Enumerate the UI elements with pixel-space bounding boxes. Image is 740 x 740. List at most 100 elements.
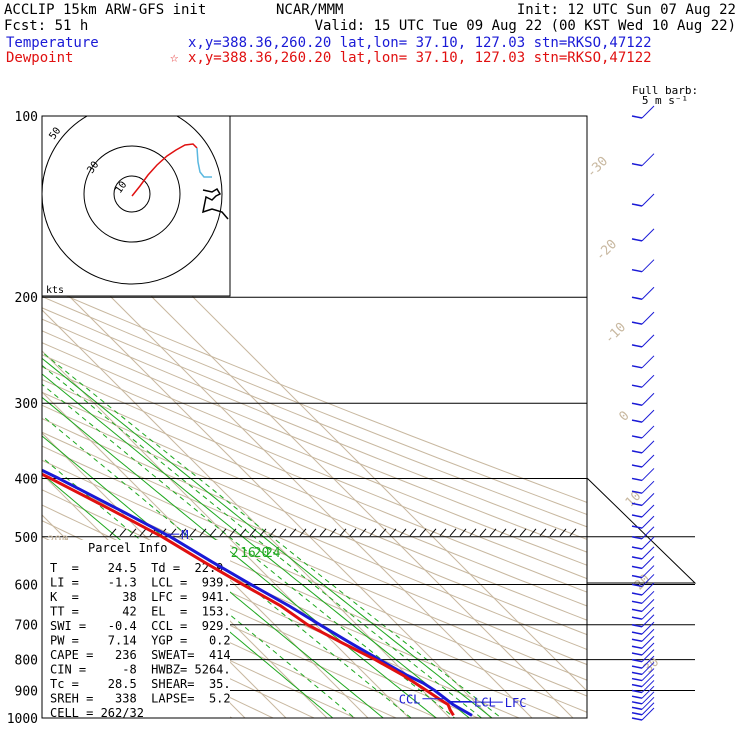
hatch-mark	[259, 528, 267, 537]
pressure-tick-labels: 100 200 300 400 500 600 700 800 900 1000	[7, 110, 38, 727]
wind-barb	[631, 717, 643, 721]
parcel-info-row: CELL = 262/32	[50, 706, 144, 720]
wind-barb	[631, 608, 643, 613]
wind-barb	[631, 583, 643, 588]
wind-barb	[631, 574, 643, 579]
hatch-mark	[179, 528, 187, 537]
init-time: Init: 12 UTC Sun 07 Aug 22	[517, 2, 736, 18]
parcel-info-row: CIN = -8 HWBZ= 5264.	[50, 663, 231, 677]
wind-barb	[631, 600, 643, 605]
hatch-mark	[439, 528, 447, 537]
hatch-mark	[209, 528, 217, 537]
isotherm-tick-label: 0	[616, 408, 632, 424]
wind-barb	[631, 514, 643, 518]
wind-barb	[631, 502, 643, 507]
dry-adiabat-line	[42, 459, 587, 697]
pressure-tick-label: 600	[15, 578, 38, 593]
hatch-mark	[249, 528, 257, 537]
hatch-mark	[519, 528, 527, 537]
pressure-tick-label: 200	[15, 291, 38, 306]
dry-adiabat-line	[42, 404, 587, 636]
wind-barb-flag	[641, 707, 655, 721]
sounding-profiles	[42, 468, 473, 717]
hatch-mark	[419, 528, 427, 537]
wind-barb	[631, 592, 643, 596]
wind-barb	[631, 296, 643, 300]
wind-barb-flag	[641, 702, 655, 716]
hodograph-ring-30	[83, 145, 181, 243]
parcel-info-row: T = 24.5 Td = 22.9	[50, 561, 223, 575]
hatch-mark	[379, 528, 387, 537]
dewpoint-profile	[42, 472, 455, 717]
hatch-mark	[319, 528, 327, 537]
parcel-info-row: LI = -1.3 LCL = 939.	[50, 576, 231, 590]
wind-barb-flag	[641, 153, 655, 167]
pressure-tick-label: 500	[15, 531, 38, 546]
wind-barb	[631, 638, 643, 643]
dry-adiabat-line	[42, 445, 587, 681]
model-title: ACCLIP 15km ARW-GFS init	[4, 2, 206, 18]
wind-barb-flag	[641, 311, 655, 325]
wind-barb-flag	[641, 668, 655, 681]
wind-barb-flag	[641, 468, 655, 481]
pressure-tick-label: 800	[15, 654, 38, 669]
hatch-mark	[299, 528, 307, 537]
wind-barb-flag	[641, 546, 655, 560]
wind-barb-flag	[641, 286, 655, 300]
wind-barb	[631, 711, 643, 716]
hodograph-trace	[131, 143, 198, 197]
wind-barb	[631, 419, 643, 423]
wind-barb-flag	[641, 228, 655, 242]
hatch-mark	[529, 528, 537, 537]
wind-barb	[631, 565, 643, 570]
hatch-mark	[119, 528, 127, 537]
hodograph-frame	[41, 115, 231, 297]
dry-adiabat-line	[42, 318, 587, 540]
hatch-mark	[229, 528, 237, 537]
hatch-mark	[479, 528, 487, 537]
wind-barb-flag	[641, 696, 655, 710]
dry-adiabat-line	[42, 569, 356, 718]
wind-barb-flag	[641, 454, 655, 468]
wind-barb-flag	[641, 193, 655, 207]
mixing-ratio-tick-label: 24	[265, 546, 281, 561]
wind-barb	[631, 450, 643, 454]
wind-barb	[631, 384, 643, 388]
wind-barb	[631, 238, 643, 242]
wind-barb	[631, 365, 643, 369]
wind-barb-flag	[641, 574, 655, 587]
hatch-mark	[199, 528, 207, 537]
dry-adiabat-line	[42, 354, 587, 580]
wind-barb	[631, 525, 643, 529]
parcel-info-title: Parcel Info	[88, 541, 167, 555]
wind-barb	[631, 203, 643, 207]
mixing-ratio-line	[42, 351, 502, 718]
hatch-mark	[339, 528, 347, 537]
wind-barb-flag	[641, 556, 655, 569]
wind-barb-flag	[641, 536, 655, 550]
hatch-mark	[189, 528, 197, 537]
wind-barb-flag	[641, 691, 655, 705]
parcel-info-row: PW = 7.14 YGP = 0.2	[50, 634, 231, 648]
hodograph-ring-10	[113, 175, 151, 213]
pressure-tick-label: 100	[15, 110, 38, 125]
dry-adiabat-line	[42, 418, 587, 651]
hatch-mark	[429, 528, 437, 537]
wind-barb	[631, 677, 643, 682]
isotherm-line	[42, 227, 533, 718]
pressure-tick-label: 900	[15, 684, 38, 699]
temperature-legend: Temperature	[6, 35, 99, 51]
wind-barb	[631, 546, 643, 550]
level-marker-label: CCL	[399, 693, 421, 707]
hodograph-trace-low	[196, 147, 212, 178]
wind-barb	[631, 435, 643, 439]
hodograph-ring-50	[42, 116, 223, 285]
wind-barb	[631, 321, 643, 325]
dry-adiabat-line	[42, 391, 587, 621]
wind-barb-flag	[641, 334, 655, 348]
wind-barb	[631, 268, 643, 273]
wind-barbs	[631, 105, 655, 721]
dry-adiabat-line	[42, 366, 587, 593]
mixing-ratio-tick-label: 20	[254, 546, 270, 561]
wind-barb	[631, 556, 643, 560]
